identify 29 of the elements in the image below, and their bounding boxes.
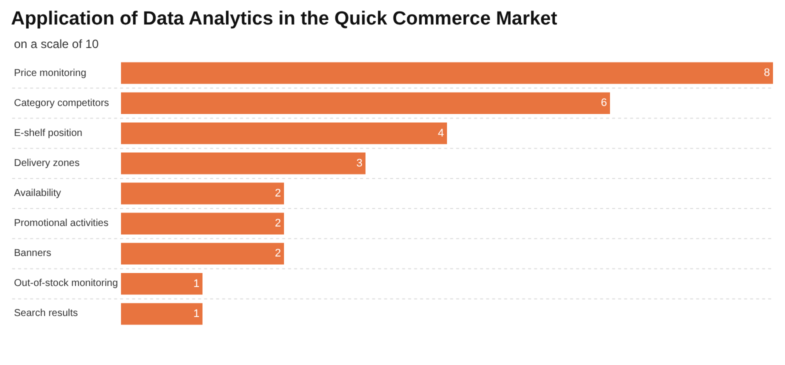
bar <box>121 303 202 325</box>
data-label: 3 <box>356 157 362 170</box>
y-tick-label: Category competitors <box>14 98 110 109</box>
data-label: 1 <box>193 308 200 320</box>
data-label: 4 <box>438 127 444 140</box>
y-tick-label: Search results <box>14 308 78 319</box>
chart-title: Application of Data Analytics in the Quick Commerce Market <box>10 8 558 30</box>
y-tick-label: Delivery zones <box>14 158 80 169</box>
bar <box>121 212 284 234</box>
y-tick-label: E-shelf position <box>14 128 82 139</box>
bar <box>121 272 202 295</box>
bar <box>121 242 284 265</box>
bar <box>121 92 610 114</box>
data-label: 2 <box>274 188 281 200</box>
data-label: 2 <box>274 218 281 230</box>
data-label: 6 <box>600 97 607 110</box>
data-label: 8 <box>764 67 770 80</box>
y-tick-label: Price monitoring <box>14 68 86 79</box>
chart-subtitle: on a scale of 10 <box>14 37 100 51</box>
data-label: 1 <box>193 278 200 290</box>
bar <box>121 152 366 174</box>
y-tick-label: Banners <box>14 248 52 259</box>
bar <box>121 122 447 144</box>
y-tick-label: Availability <box>14 188 62 199</box>
y-tick-label: Out-of-stock monitoring <box>14 278 118 289</box>
bar <box>121 62 773 84</box>
data-label: 2 <box>274 248 281 260</box>
y-tick-label: Promotional activities <box>14 218 108 229</box>
bar <box>121 182 284 204</box>
